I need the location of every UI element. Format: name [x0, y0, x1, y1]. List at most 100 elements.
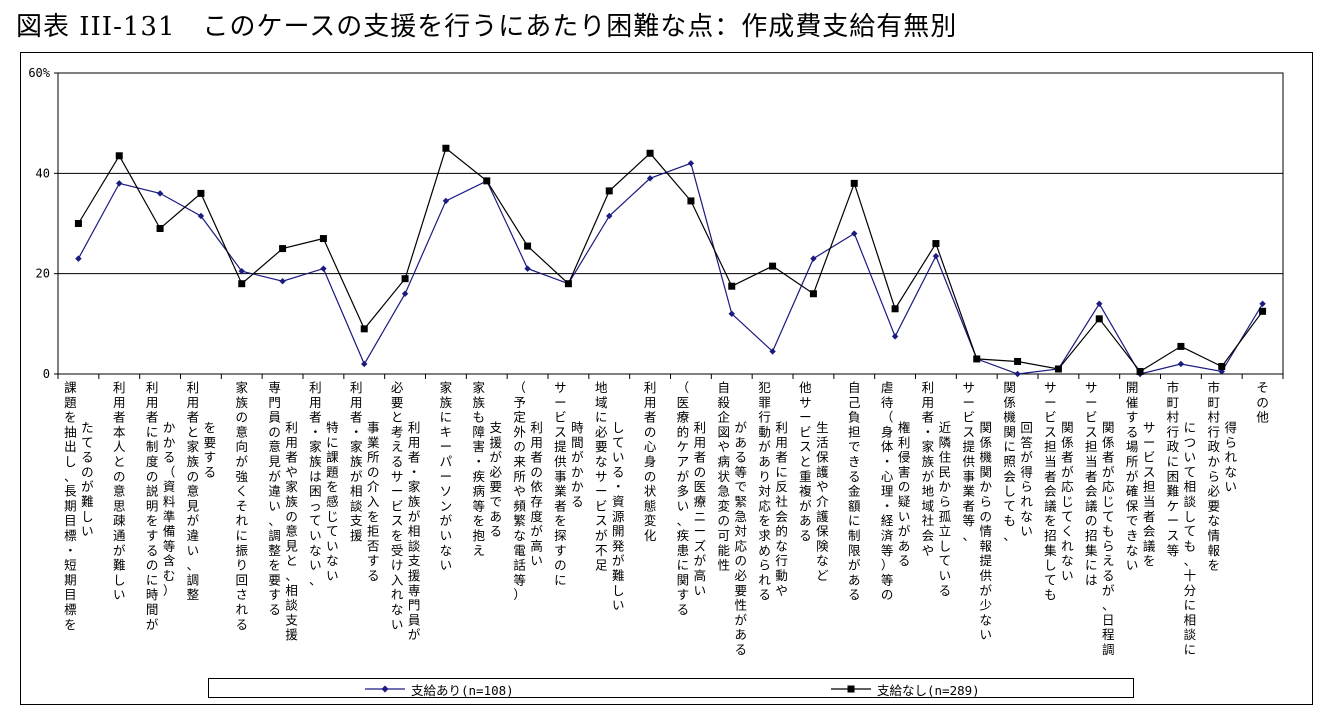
x-label-char: 制 — [146, 439, 159, 454]
x-label-char: て — [1184, 524, 1197, 539]
x-label-char: 社 — [775, 494, 788, 509]
data-point-diamond — [728, 310, 735, 317]
x-label-char: 疑 — [898, 494, 911, 509]
x-label-char: 応 — [734, 538, 747, 553]
x-label-char: の — [367, 464, 380, 479]
x-label-char: 源 — [612, 509, 625, 524]
x-label-char: が — [81, 479, 94, 494]
x-label-char: し — [612, 420, 625, 435]
x-label-char: 相 — [408, 524, 421, 539]
x-label-char: 報 — [979, 538, 992, 553]
x-label-char: 見 — [268, 454, 281, 469]
x-label-char: が — [408, 627, 421, 642]
x-label-char: を — [64, 410, 77, 425]
x-label-char: 事 — [554, 469, 567, 484]
x-label-char: る — [1102, 568, 1115, 583]
x-label-char: れ — [1224, 450, 1237, 465]
x-label-char: 性 — [734, 598, 747, 613]
x-label-char: が — [187, 513, 200, 528]
x-label-char: に — [235, 528, 248, 543]
x-label-char: 場 — [1126, 439, 1139, 454]
x-label-char: ス — [1167, 528, 1180, 543]
x-label-char: 族 — [187, 454, 200, 469]
data-point-diamond — [75, 255, 82, 262]
x-label-char: 担 — [1044, 439, 1057, 454]
x-label-char: 供 — [979, 568, 992, 583]
x-label-char: い — [440, 528, 453, 543]
x-label-char: 権 — [898, 420, 911, 435]
x-label-char: 専 — [408, 583, 421, 598]
x-label-char: ビ — [962, 410, 975, 425]
x-label-char: に — [146, 424, 159, 439]
x-label-char: 備 — [163, 524, 176, 539]
x-label-char: 市 — [1167, 380, 1180, 395]
x-label-char: 応 — [1061, 479, 1074, 494]
x-label-char: に — [146, 572, 159, 587]
x-label-char: 外 — [513, 424, 526, 439]
x-label-char: 報 — [1207, 543, 1220, 558]
x-label-char: が — [848, 558, 861, 573]
x-label-char: 要 — [489, 479, 502, 494]
x-label-char: 心 — [881, 469, 894, 484]
x-label-char: れ — [391, 587, 404, 602]
x-label-char: 回 — [235, 572, 248, 587]
x-label-char: 身 — [881, 424, 894, 439]
x-label-char: 医 — [694, 479, 707, 494]
x-label-char: ー — [440, 469, 453, 484]
x-label-char: 害 — [898, 464, 911, 479]
x-label-char: 利 — [350, 380, 363, 395]
x-label-char: な — [1126, 543, 1139, 558]
x-label-char: て — [81, 435, 94, 450]
x-label-char: か — [939, 479, 952, 494]
x-label-char: 病 — [717, 454, 730, 469]
x-label-char: 談 — [408, 538, 421, 553]
x-label-char: が — [530, 524, 543, 539]
x-label-char: と — [187, 424, 200, 439]
x-label-char: る — [163, 450, 176, 465]
x-label-char: 行 — [758, 410, 771, 425]
x-label-char: 、 — [309, 572, 322, 587]
x-label-char: ビ — [554, 410, 567, 425]
x-label-char: し — [939, 538, 952, 553]
x-label-char: し — [1003, 484, 1016, 499]
x-label-char: ア — [677, 454, 690, 469]
x-label-char: 調 — [1102, 642, 1115, 657]
x-label-char: じ — [1102, 494, 1115, 509]
x-label-char: 程 — [1102, 627, 1115, 642]
x-label-char: の — [81, 464, 94, 479]
x-label-char: の — [530, 464, 543, 479]
x-label-char: い — [187, 543, 200, 558]
x-label-char: の — [898, 479, 911, 494]
data-point-diamond — [401, 290, 409, 297]
x-label-char: サ — [1143, 420, 1156, 435]
x-label-char: に — [1184, 598, 1197, 613]
x-label-char: 機 — [979, 450, 992, 465]
x-label-char: い — [309, 528, 322, 543]
x-label-char: る — [146, 543, 159, 558]
x-label-char: ・ — [881, 498, 894, 513]
x-label-char: れ — [758, 572, 771, 587]
x-label-char: い — [268, 498, 281, 513]
data-point-square — [279, 245, 287, 253]
x-label-char: が — [350, 469, 363, 484]
x-label-char: の — [285, 509, 298, 524]
x-label-char: い — [1061, 568, 1074, 583]
x-label-char: ー — [440, 439, 453, 454]
x-label-char: 支 — [350, 513, 363, 528]
x-label-char: 関 — [1102, 420, 1115, 435]
x-label-char: り — [235, 558, 248, 573]
x-label-char: や — [717, 439, 730, 454]
data-point-square — [850, 179, 858, 187]
x-label-char: 域 — [595, 395, 608, 410]
x-label-char: 体 — [881, 439, 894, 454]
x-label-char: か — [163, 435, 176, 450]
x-label-char: ビ — [799, 424, 812, 439]
x-label-char: 利 — [408, 420, 421, 435]
x-label-char: 説 — [146, 484, 159, 499]
x-label-char: が — [1126, 469, 1139, 484]
x-label-char: 関 — [979, 420, 992, 435]
x-label-char: が — [146, 617, 159, 632]
x-label-char: い — [1224, 479, 1237, 494]
x-label-char: ら — [1207, 469, 1220, 484]
x-label-char: 者 — [1044, 469, 1057, 484]
